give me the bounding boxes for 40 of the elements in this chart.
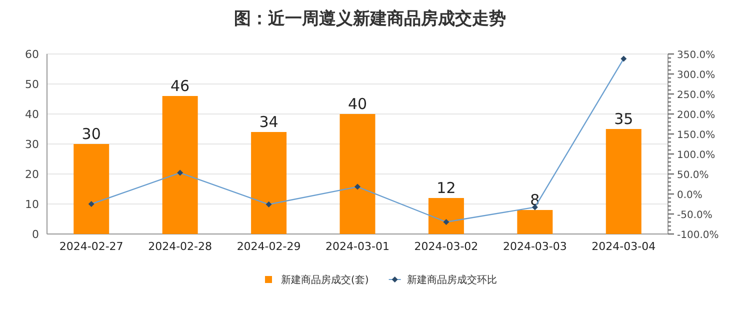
x-tick-label: 2024-02-29 — [236, 240, 301, 253]
y2-tick-label: 200.0% — [677, 110, 716, 121]
bar — [162, 96, 198, 234]
bar — [428, 198, 464, 234]
legend-label: 新建商品房成交(套) — [281, 274, 369, 286]
y-tick-label: 10 — [25, 198, 39, 211]
data-label: 34 — [259, 113, 278, 131]
bar — [74, 144, 110, 234]
bar — [251, 132, 287, 234]
data-label: 35 — [614, 110, 634, 128]
chart-title: 图：近一周遵义新建商品房成交走势 — [234, 9, 506, 29]
bar — [340, 114, 376, 234]
y2-tick-label: 250.0% — [677, 90, 716, 101]
legend-label: 新建商品房成交环比 — [406, 274, 497, 286]
y2-tick-label: 300.0% — [677, 70, 716, 81]
y-tick-label: 50 — [25, 78, 39, 91]
y2-tick-label: 100.0% — [677, 150, 716, 161]
y-tick-label: 60 — [25, 48, 39, 61]
x-tick-label: 2024-03-01 — [326, 240, 390, 253]
y2-tick-label: -100.0% — [677, 230, 719, 241]
y2-tick-label: 350.0% — [677, 50, 716, 61]
y-tick-label: 40 — [25, 108, 39, 121]
data-label: 30 — [82, 125, 101, 143]
bar — [517, 210, 553, 234]
x-tick-label: 2024-03-04 — [592, 240, 656, 253]
y2-tick-label: 150.0% — [677, 130, 716, 141]
y2-tick-label: 50.0% — [677, 170, 709, 181]
data-label: 40 — [348, 95, 368, 113]
y2-tick-label: 0.0% — [677, 190, 702, 201]
y-tick-label: 0 — [32, 228, 39, 241]
x-tick-label: 2024-02-28 — [148, 240, 212, 253]
y-tick-label: 20 — [25, 168, 39, 181]
x-tick-label: 2024-03-02 — [414, 240, 478, 253]
bar — [606, 129, 642, 234]
x-tick-label: 2024-03-03 — [502, 240, 567, 253]
data-label: 12 — [436, 179, 456, 197]
y2-tick-label: -50.0% — [677, 210, 712, 221]
data-label: 46 — [170, 77, 190, 95]
y-tick-label: 30 — [25, 138, 39, 151]
x-tick-label: 2024-02-27 — [59, 240, 124, 253]
